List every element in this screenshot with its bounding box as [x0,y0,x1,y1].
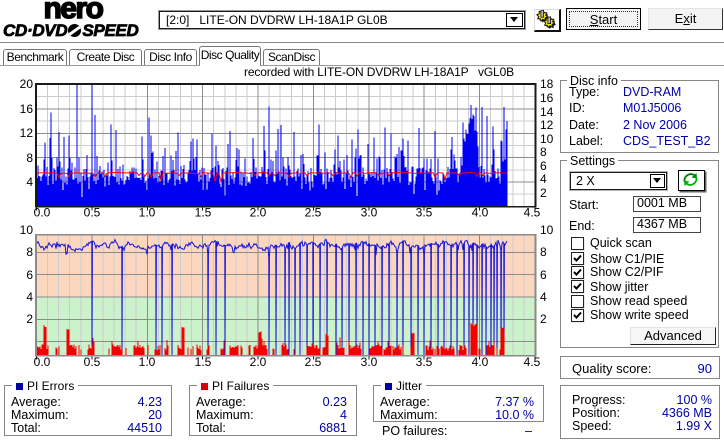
svg-text:4: 4 [540,290,547,304]
svg-text:1.0: 1.0 [139,206,156,220]
svg-text:8: 8 [26,245,33,259]
svg-text:3.5: 3.5 [416,355,433,369]
svg-text:2.5: 2.5 [305,355,322,369]
svg-text:12: 12 [20,126,34,140]
svg-text:8: 8 [540,245,547,259]
svg-text:20: 20 [20,77,34,91]
svg-text:0.5: 0.5 [84,206,101,220]
svg-text:2.0: 2.0 [250,206,267,220]
svg-text:10: 10 [20,223,34,237]
svg-text:6: 6 [26,268,33,282]
svg-text:8: 8 [540,145,547,159]
svg-text:6: 6 [540,159,547,173]
svg-text:4.5: 4.5 [524,355,541,369]
svg-text:1.5: 1.5 [195,206,212,220]
svg-text:2: 2 [540,186,547,200]
svg-text:2: 2 [26,312,33,326]
svg-text:0.5: 0.5 [84,355,101,369]
svg-text:12: 12 [540,118,554,132]
svg-text:4.0: 4.0 [472,206,489,220]
svg-text:6: 6 [540,268,547,282]
svg-text:10: 10 [540,132,554,146]
svg-text:16: 16 [540,91,554,105]
svg-text:0.0: 0.0 [34,206,51,220]
svg-text:14: 14 [540,105,554,119]
svg-text:2: 2 [540,312,547,326]
svg-text:3.0: 3.0 [361,355,378,369]
svg-text:4.5: 4.5 [524,206,541,220]
svg-text:3.5: 3.5 [416,206,433,220]
svg-text:2.5: 2.5 [305,206,322,220]
svg-text:1.5: 1.5 [195,355,212,369]
svg-text:4: 4 [540,172,547,186]
svg-text:8: 8 [26,151,33,165]
svg-text:1.0: 1.0 [139,355,156,369]
svg-text:18: 18 [540,77,554,91]
svg-text:0.0: 0.0 [34,355,51,369]
svg-text:2.0: 2.0 [250,355,267,369]
svg-text:4: 4 [26,290,33,304]
svg-text:4: 4 [26,175,33,189]
svg-text:16: 16 [20,102,34,116]
svg-text:10: 10 [540,223,554,237]
svg-text:4.0: 4.0 [472,355,489,369]
svg-text:3.0: 3.0 [361,206,378,220]
